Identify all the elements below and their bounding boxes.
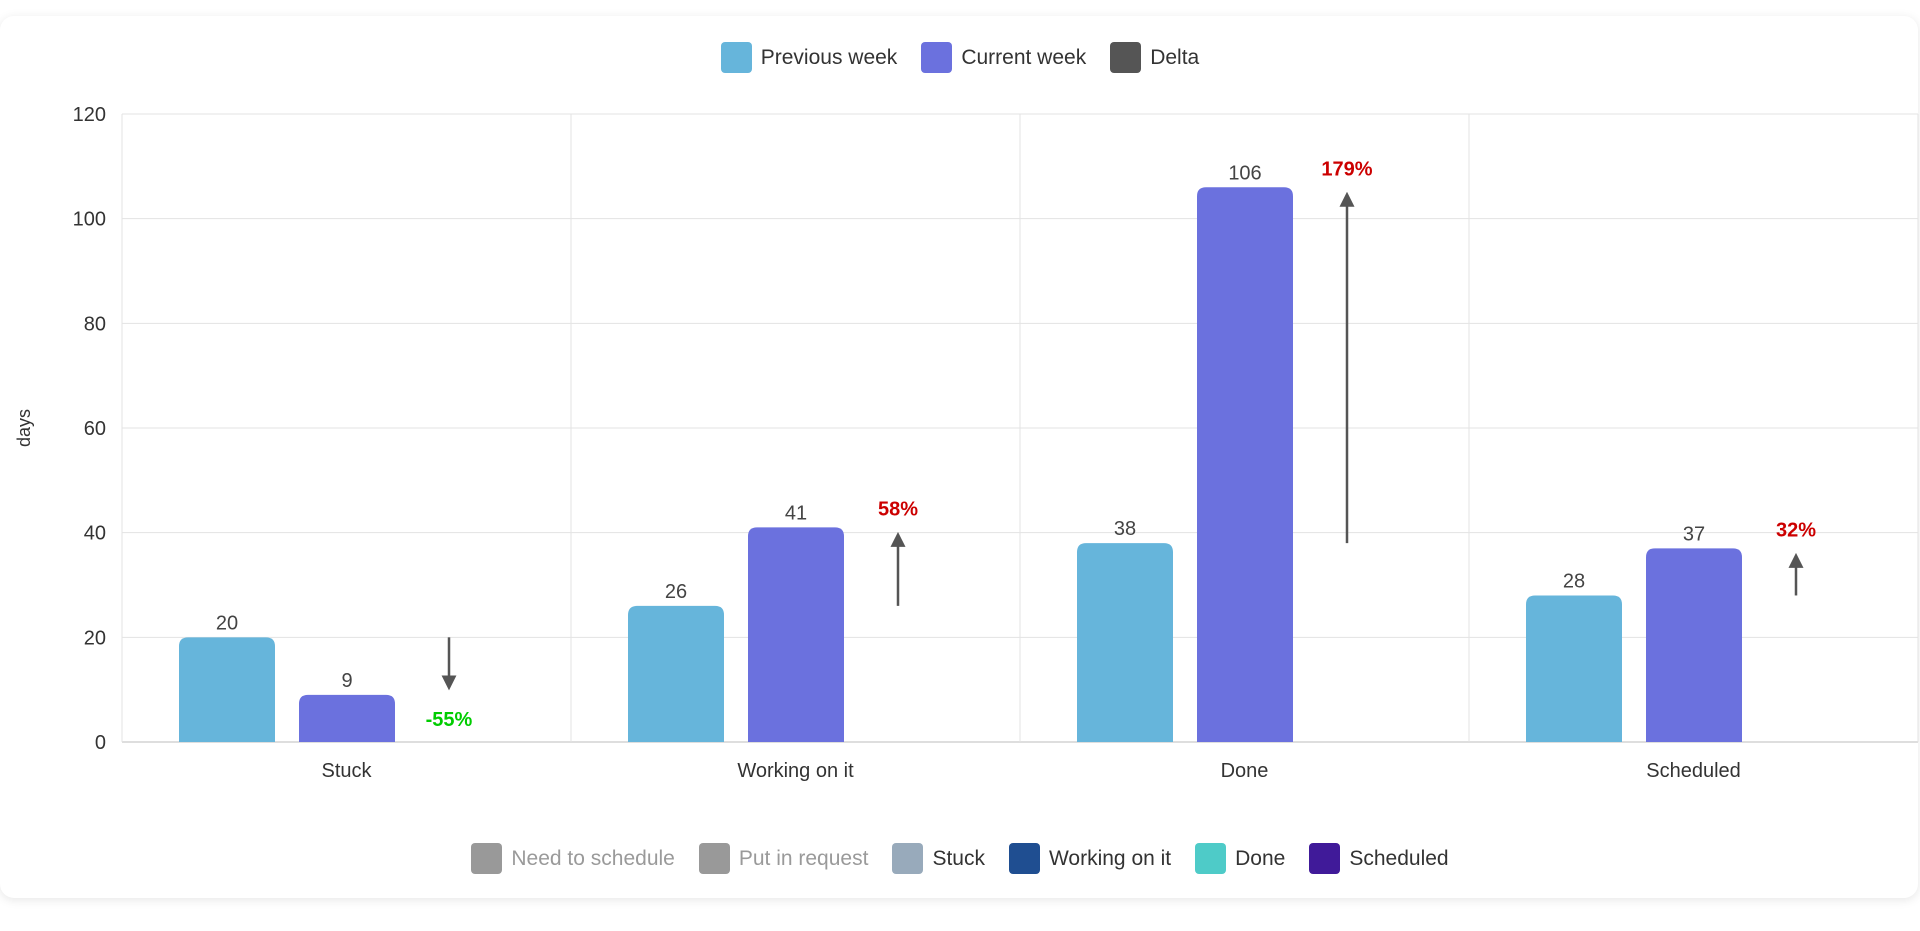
legend-swatch: [1309, 843, 1341, 874]
x-tick-label: Stuck: [321, 760, 372, 782]
legend-label: Current week: [961, 45, 1087, 69]
legend-item-done[interactable]: Done: [1195, 843, 1285, 874]
data-label: 9: [341, 670, 352, 692]
legend-swatch: [720, 42, 752, 73]
legend-item-previous-week[interactable]: Previous week: [720, 42, 898, 73]
legend-bottom: Need to schedule Put in request Stuck Wo…: [0, 843, 1920, 874]
bar-current-week: [299, 694, 395, 742]
legend-item-current-week[interactable]: Current week: [921, 42, 1086, 73]
bar-previous-week: [1077, 543, 1173, 742]
data-label: 28: [1563, 570, 1585, 592]
legend-item-need-to-schedule[interactable]: Need to schedule: [471, 843, 675, 874]
legend-top: Previous week Current week Delta: [0, 42, 1920, 73]
legend-swatch: [892, 843, 924, 874]
y-tick-label: 40: [84, 523, 106, 545]
delta-label: 32%: [1776, 519, 1816, 541]
data-label: 106: [1228, 162, 1261, 184]
legend-item-delta[interactable]: Delta: [1110, 42, 1199, 73]
legend-label: Done: [1235, 846, 1286, 870]
y-axis-title: days: [14, 409, 34, 447]
legend-item-scheduled[interactable]: Scheduled: [1309, 843, 1449, 874]
legend-label: Need to schedule: [511, 846, 675, 870]
y-tick-label: 0: [95, 732, 106, 754]
delta-label: 179%: [1321, 158, 1372, 180]
x-tick-label: Working on it: [737, 760, 854, 782]
y-tick-label: 60: [84, 418, 106, 440]
legend-label: Scheduled: [1349, 846, 1449, 870]
legend-label: Put in request: [738, 846, 869, 870]
x-tick-label: Done: [1221, 760, 1269, 782]
data-label: 38: [1114, 518, 1136, 540]
legend-label: Stuck: [932, 846, 985, 870]
legend-swatch: [1008, 843, 1040, 874]
data-label: 20: [216, 612, 238, 634]
data-label: 26: [665, 581, 687, 603]
legend-item-put-in-request[interactable]: Put in request: [698, 843, 869, 874]
legend-item-stuck[interactable]: Stuck: [892, 843, 985, 874]
legend-swatch: [1110, 42, 1142, 73]
legend-swatch: [698, 843, 730, 874]
legend-label: Working on it: [1048, 846, 1172, 870]
data-label: 37: [1683, 523, 1705, 545]
legend-label: Previous week: [760, 45, 898, 69]
y-tick-label: 20: [84, 627, 106, 649]
y-tick-label: 120: [73, 104, 106, 126]
bar-current-week: [1197, 187, 1293, 742]
legend-swatch: [1195, 843, 1227, 874]
legend-label: Delta: [1150, 45, 1200, 69]
legend-item-working-on-it[interactable]: Working on it: [1008, 843, 1172, 874]
legend-swatch: [471, 843, 503, 874]
bar-previous-week: [628, 605, 724, 742]
bar-previous-week: [1526, 595, 1622, 742]
bar-current-week: [1646, 548, 1742, 742]
bar-previous-week: [179, 637, 275, 742]
legend-swatch: [921, 42, 953, 73]
chart-card: [0, 16, 1918, 898]
bar-current-week: [748, 527, 844, 742]
y-tick-label: 100: [73, 209, 106, 231]
delta-label: -55%: [426, 709, 473, 731]
x-tick-label: Scheduled: [1646, 760, 1741, 782]
y-tick-label: 80: [84, 313, 106, 335]
delta-label: 58%: [878, 498, 918, 520]
data-label: 41: [785, 502, 807, 524]
